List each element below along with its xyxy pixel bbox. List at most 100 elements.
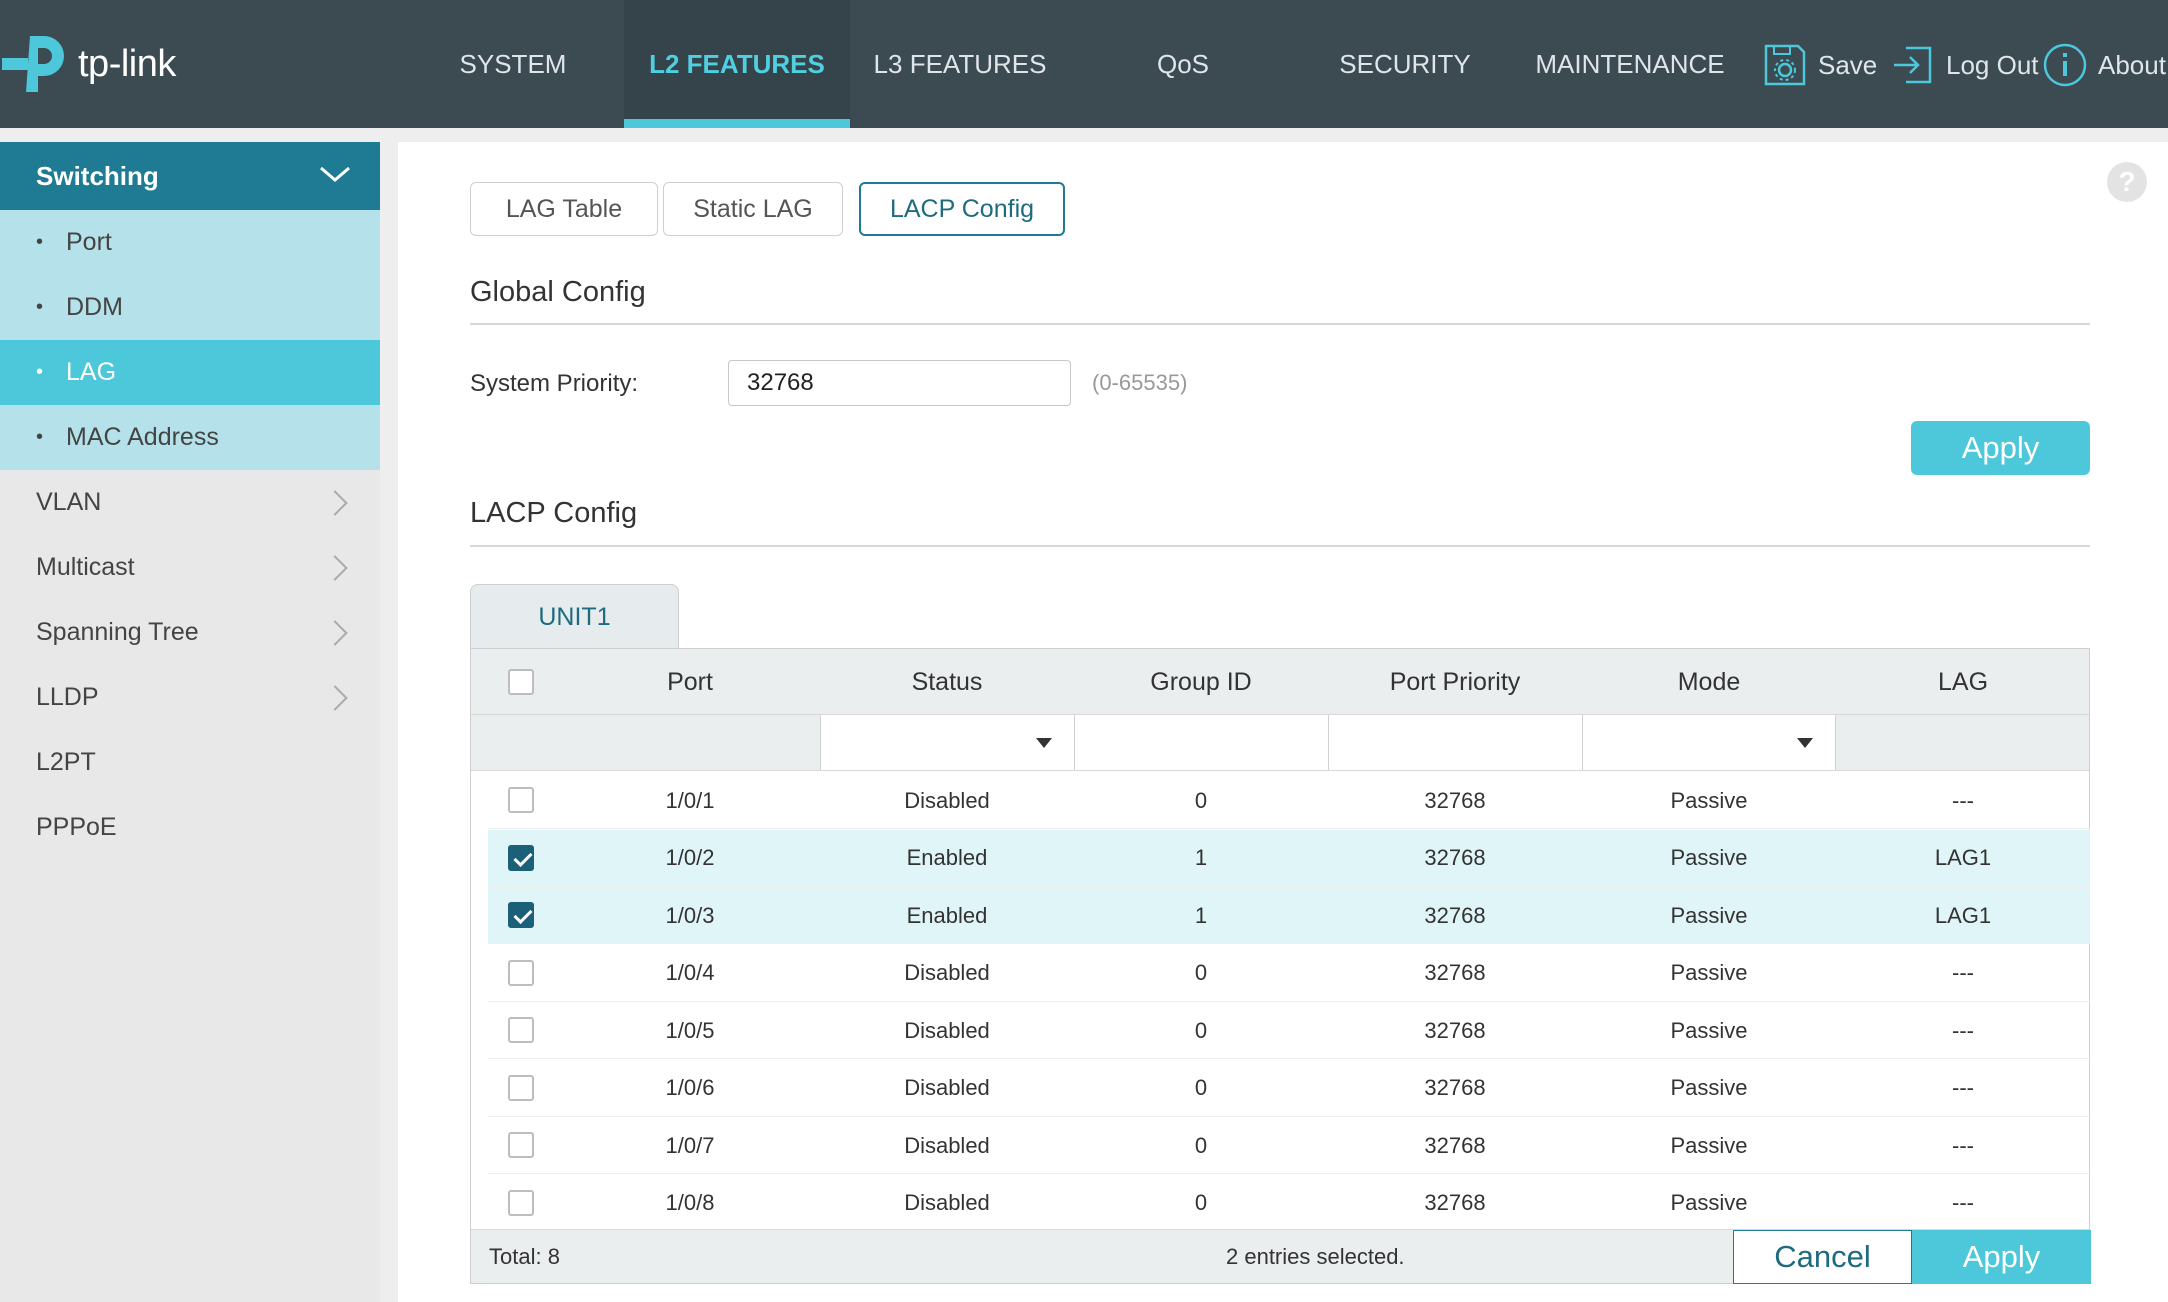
sidebar-item-spanning-tree[interactable]: Spanning Tree bbox=[0, 600, 380, 665]
sidebar-item-label: PPPoE bbox=[36, 813, 117, 841]
sidebar-item-label: DDM bbox=[66, 293, 123, 321]
nav-l2-features[interactable]: L2 FEATURES bbox=[624, 0, 850, 128]
nav-maintenance[interactable]: MAINTENANCE bbox=[1535, 48, 1725, 79]
nav-qos[interactable]: QoS bbox=[1156, 48, 1210, 79]
column-header-port-priority[interactable]: Port Priority bbox=[1389, 667, 1521, 696]
lag-cell: LAG1 bbox=[1934, 845, 1992, 870]
port-cell: 1/0/1 bbox=[665, 787, 715, 813]
port-priority-cell: 32768 bbox=[1424, 1132, 1486, 1158]
sidebar-item-port[interactable]: • Port bbox=[0, 210, 380, 275]
table-row[interactable]: 1/0/5 Disabled 0 32768 Passive --- bbox=[488, 1002, 2090, 1059]
sidebar-item-label: L2PT bbox=[36, 748, 96, 776]
group-id-filter-input[interactable] bbox=[1074, 715, 1328, 770]
table-row[interactable]: 1/0/8 Disabled 0 32768 Passive --- bbox=[488, 1175, 2090, 1232]
row-checkbox[interactable] bbox=[508, 787, 534, 813]
sidebar-item-mac-address[interactable]: • MAC Address bbox=[0, 405, 380, 470]
table-row[interactable]: 1/0/7 Disabled 0 32768 Passive --- bbox=[488, 1117, 2090, 1174]
sidebar-item-vlan[interactable]: VLAN bbox=[0, 470, 380, 535]
nav-l3-features[interactable]: L3 FEATURES bbox=[873, 48, 1047, 79]
nav-security[interactable]: SECURITY bbox=[1339, 48, 1471, 79]
lag-cell: --- bbox=[1952, 960, 1974, 985]
lag-cell: --- bbox=[1952, 1017, 1974, 1043]
mode-cell: Passive bbox=[1670, 902, 1748, 928]
table-row[interactable]: 1/0/3 Enabled 1 32768 Passive LAG1 bbox=[488, 887, 2090, 944]
group-id-cell: 1 bbox=[1194, 845, 1208, 870]
row-checkbox[interactable] bbox=[508, 844, 534, 871]
chevron-right-icon bbox=[322, 619, 348, 646]
row-checkbox[interactable] bbox=[508, 902, 534, 928]
mode-cell: Passive bbox=[1670, 1017, 1748, 1043]
sidebar-item-lag[interactable]: • LAG bbox=[0, 340, 380, 405]
status-cell: Disabled bbox=[904, 1017, 990, 1043]
column-header-status[interactable]: Status bbox=[911, 667, 983, 696]
table-row[interactable]: 1/0/1 Disabled 0 32768 Passive --- bbox=[488, 772, 2090, 829]
sidebar-item-label: VLAN bbox=[36, 488, 102, 516]
global-apply-button[interactable]: Apply bbox=[1911, 421, 2090, 475]
lag-cell: LAG1 bbox=[1934, 902, 1992, 928]
cancel-button[interactable]: Cancel bbox=[1733, 1230, 1912, 1284]
save-button[interactable]: Save bbox=[1762, 40, 1877, 90]
help-icon[interactable]: ? bbox=[2107, 162, 2147, 202]
about-button[interactable]: About bbox=[2042, 40, 2166, 90]
sidebar-item-lldp[interactable]: LLDP bbox=[0, 665, 380, 730]
lag-cell: --- bbox=[1952, 1190, 1974, 1215]
sidebar: Switching • Port • DDM • LAG • MAC Address V… bbox=[0, 142, 380, 1302]
mode-filter-select[interactable] bbox=[1582, 715, 1836, 770]
sidebar-item-ddm[interactable]: • DDM bbox=[0, 275, 380, 340]
port-priority-filter-input[interactable] bbox=[1328, 715, 1582, 770]
table-row[interactable]: 1/0/2 Enabled 1 32768 Passive LAG1 bbox=[488, 829, 2090, 887]
port-cell: 1/0/7 bbox=[665, 1132, 715, 1158]
tab-unit1[interactable]: UNIT1 bbox=[470, 584, 679, 650]
info-icon bbox=[2042, 42, 2088, 88]
group-id-cell: 0 bbox=[1194, 787, 1208, 813]
status-filter-select[interactable] bbox=[820, 715, 1074, 770]
column-header-group-id[interactable]: Group ID bbox=[1150, 667, 1252, 696]
tp-link-logo[interactable]: tp-link bbox=[0, 28, 176, 100]
table-apply-button[interactable]: Apply bbox=[1912, 1230, 2091, 1284]
divider bbox=[470, 323, 2090, 325]
logout-icon bbox=[1890, 42, 1936, 88]
group-id-cell: 0 bbox=[1194, 960, 1208, 985]
global-config-title: Global Config bbox=[470, 276, 646, 308]
tab-static-lag[interactable]: Static LAG bbox=[663, 182, 843, 236]
sidebar-item-label: Spanning Tree bbox=[36, 618, 199, 646]
tp-link-logo-text: tp-link bbox=[78, 42, 176, 85]
about-label: About bbox=[2098, 49, 2166, 80]
group-id-cell: 0 bbox=[1194, 1132, 1208, 1158]
port-priority-cell: 32768 bbox=[1424, 1075, 1486, 1100]
system-priority-input[interactable]: 32768 bbox=[728, 360, 1071, 406]
chevron-right-icon bbox=[322, 684, 348, 711]
column-header-mode[interactable]: Mode bbox=[1677, 667, 1741, 696]
table-row[interactable]: 1/0/4 Disabled 0 32768 Passive --- bbox=[488, 945, 2090, 1002]
group-id-cell: 0 bbox=[1194, 1075, 1208, 1100]
sidebar-section-switching[interactable]: Switching bbox=[0, 142, 380, 210]
nav-system[interactable]: SYSTEM bbox=[459, 48, 567, 79]
chevron-right-icon bbox=[322, 554, 348, 581]
port-cell: 1/0/4 bbox=[665, 960, 715, 985]
table-row[interactable]: 1/0/6 Disabled 0 32768 Passive --- bbox=[488, 1060, 2090, 1117]
tab-lag-table[interactable]: LAG Table bbox=[470, 182, 658, 236]
lag-cell: --- bbox=[1952, 1132, 1974, 1158]
row-checkbox[interactable] bbox=[508, 1017, 534, 1043]
sidebar-item-multicast[interactable]: Multicast bbox=[0, 535, 380, 600]
port-priority-cell: 32768 bbox=[1424, 1017, 1486, 1043]
column-header-port[interactable]: Port bbox=[667, 667, 713, 696]
chevron-down-icon bbox=[318, 162, 352, 193]
tab-lacp-config[interactable]: LACP Config bbox=[859, 182, 1065, 236]
logout-button[interactable]: Log Out bbox=[1890, 40, 2039, 90]
row-checkbox[interactable] bbox=[508, 1132, 534, 1158]
system-priority-range-hint: (0-65535) bbox=[1092, 370, 1188, 395]
top-navigation-bar: tp-link SYSTEM L2 FEATURES L3 FEATURES Q… bbox=[0, 0, 2168, 128]
sidebar-item-label: LAG bbox=[66, 358, 117, 386]
row-checkbox[interactable] bbox=[508, 959, 534, 986]
row-checkbox[interactable] bbox=[508, 1074, 534, 1101]
mode-cell: Passive bbox=[1670, 1075, 1748, 1100]
sidebar-item-l2pt[interactable]: L2PT bbox=[0, 730, 380, 795]
row-checkbox[interactable] bbox=[508, 1189, 534, 1216]
divider bbox=[470, 545, 2090, 547]
select-all-checkbox[interactable] bbox=[508, 669, 534, 695]
sidebar-item-pppoe[interactable]: PPPoE bbox=[0, 795, 380, 860]
column-header-lag[interactable]: LAG bbox=[1937, 667, 1989, 696]
status-cell: Disabled bbox=[904, 1132, 990, 1158]
dropdown-caret-icon bbox=[1797, 738, 1813, 748]
